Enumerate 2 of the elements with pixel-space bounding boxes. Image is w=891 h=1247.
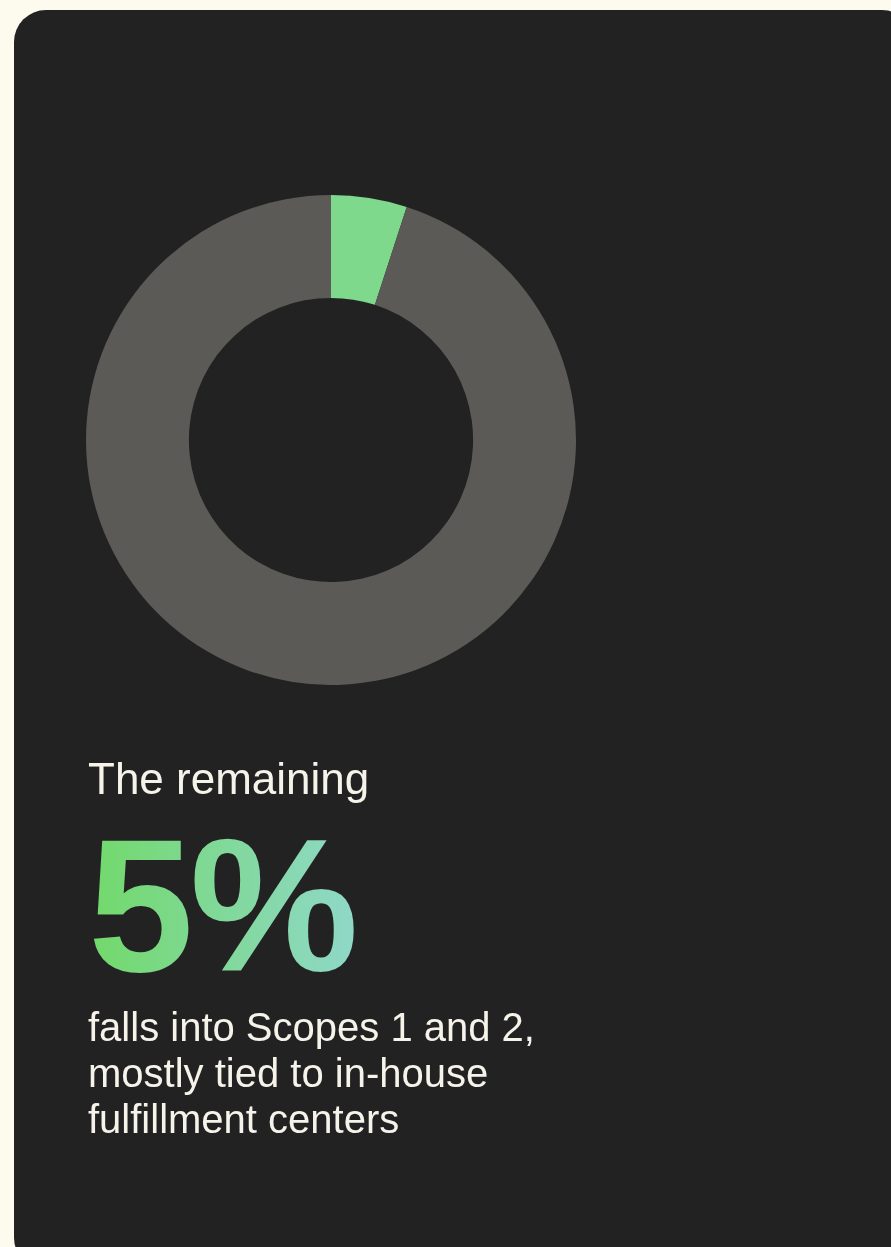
text: falls into Scopes 1 and 2, mostly tied to in-house fulfillment centers <box>88 1004 536 1142</box>
text: The remaining <box>88 753 371 805</box>
